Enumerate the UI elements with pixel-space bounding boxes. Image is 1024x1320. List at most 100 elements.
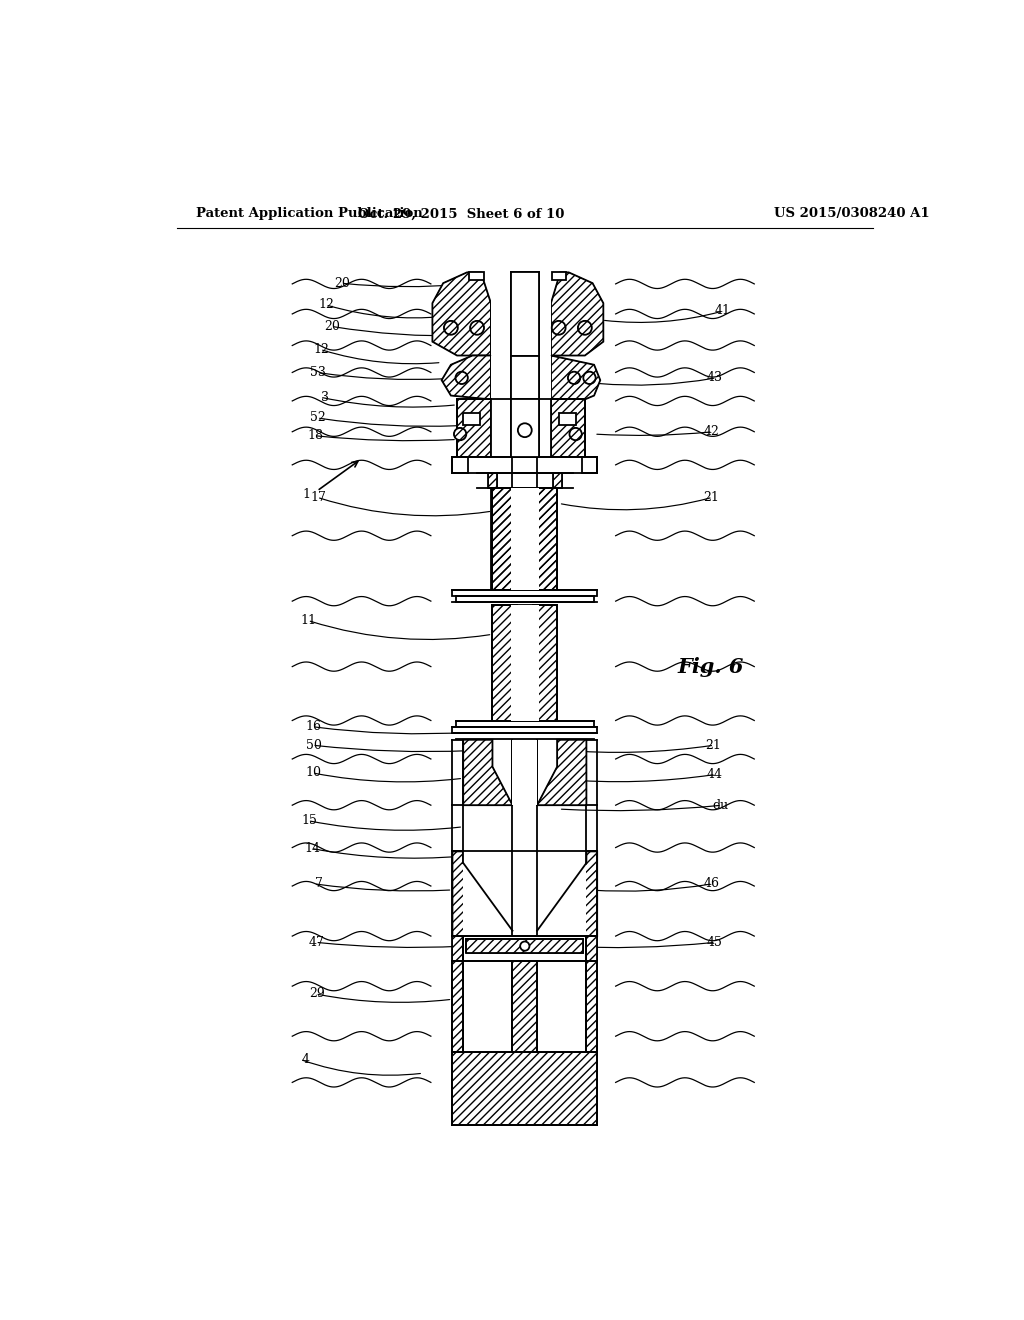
Bar <box>453 726 597 733</box>
Bar <box>487 473 497 488</box>
Bar <box>453 961 463 1052</box>
Text: 21: 21 <box>705 739 721 751</box>
Bar <box>553 473 562 488</box>
Bar <box>553 473 562 488</box>
Text: 47: 47 <box>308 936 325 949</box>
Bar <box>453 936 463 961</box>
Bar <box>493 605 517 721</box>
Bar <box>587 961 597 1052</box>
Polygon shape <box>453 851 512 936</box>
Text: 44: 44 <box>707 768 723 781</box>
Bar <box>493 488 517 590</box>
Circle shape <box>552 321 565 335</box>
Text: 52: 52 <box>310 412 326 425</box>
Text: 50: 50 <box>305 739 322 751</box>
Circle shape <box>568 372 581 384</box>
Bar <box>512 739 538 805</box>
Bar <box>463 936 587 961</box>
Text: 4: 4 <box>301 1053 309 1065</box>
Text: Patent Application Publication: Patent Application Publication <box>196 207 423 220</box>
Text: 3: 3 <box>322 391 330 404</box>
Circle shape <box>520 941 529 950</box>
Bar <box>490 272 551 355</box>
Polygon shape <box>538 739 587 805</box>
Text: 43: 43 <box>707 371 723 384</box>
Bar <box>466 940 584 952</box>
Text: Oct. 29, 2015  Sheet 6 of 10: Oct. 29, 2015 Sheet 6 of 10 <box>358 207 565 220</box>
Bar <box>532 488 557 590</box>
Text: 17: 17 <box>310 491 326 504</box>
Bar <box>587 961 597 1052</box>
Text: 45: 45 <box>707 936 722 949</box>
Text: 21: 21 <box>703 491 719 504</box>
Text: 20: 20 <box>325 319 340 333</box>
Bar <box>453 1052 597 1125</box>
Text: 11: 11 <box>301 614 316 627</box>
Bar <box>512 961 538 1052</box>
Circle shape <box>456 372 468 384</box>
Text: 18: 18 <box>307 429 323 442</box>
Bar <box>493 488 517 590</box>
Text: 20: 20 <box>334 277 350 289</box>
Bar <box>453 961 463 1052</box>
Bar <box>457 400 490 457</box>
Bar <box>490 355 551 400</box>
Text: 7: 7 <box>315 878 323 890</box>
Circle shape <box>584 372 596 384</box>
Circle shape <box>454 428 466 441</box>
Bar <box>511 355 539 400</box>
Bar <box>453 590 597 595</box>
Bar <box>453 457 468 473</box>
Polygon shape <box>463 739 512 805</box>
Bar <box>582 457 597 473</box>
Bar <box>463 851 587 936</box>
Text: 14: 14 <box>304 842 319 855</box>
Bar <box>551 400 585 457</box>
Bar <box>453 1052 597 1125</box>
Circle shape <box>518 424 531 437</box>
Bar <box>453 936 463 961</box>
Circle shape <box>444 321 458 335</box>
Bar <box>511 272 539 355</box>
Polygon shape <box>441 355 490 400</box>
Bar <box>456 595 594 602</box>
Text: 15: 15 <box>301 814 316 828</box>
Text: 12: 12 <box>313 343 330 356</box>
Text: 12: 12 <box>318 298 335 312</box>
Polygon shape <box>551 272 603 355</box>
Bar <box>493 605 517 721</box>
Text: du: du <box>713 799 729 812</box>
Bar <box>552 272 566 280</box>
Bar <box>587 936 597 961</box>
Text: 1: 1 <box>302 488 310 502</box>
Text: 16: 16 <box>305 721 322 733</box>
Bar <box>532 605 557 721</box>
Bar <box>466 940 584 953</box>
Bar <box>490 488 557 590</box>
Bar <box>490 400 551 457</box>
Polygon shape <box>551 355 600 400</box>
Bar <box>532 605 557 721</box>
Text: 46: 46 <box>703 878 720 890</box>
Bar <box>457 400 490 457</box>
Bar <box>487 473 497 488</box>
Bar <box>511 488 539 590</box>
Bar <box>463 413 480 425</box>
Bar <box>532 488 557 590</box>
Circle shape <box>470 321 484 335</box>
Text: 10: 10 <box>305 767 322 779</box>
Circle shape <box>578 321 592 335</box>
Text: 29: 29 <box>309 987 325 1001</box>
Bar <box>551 400 585 457</box>
Bar <box>587 936 597 961</box>
Polygon shape <box>538 851 597 936</box>
Bar <box>456 721 594 726</box>
Text: 41: 41 <box>714 305 730 317</box>
Text: 53: 53 <box>310 366 326 379</box>
Text: Fig. 6: Fig. 6 <box>677 656 743 677</box>
Bar <box>466 940 584 953</box>
Bar <box>511 400 539 457</box>
Bar <box>469 272 484 280</box>
Bar <box>511 488 539 590</box>
Bar <box>466 940 584 952</box>
